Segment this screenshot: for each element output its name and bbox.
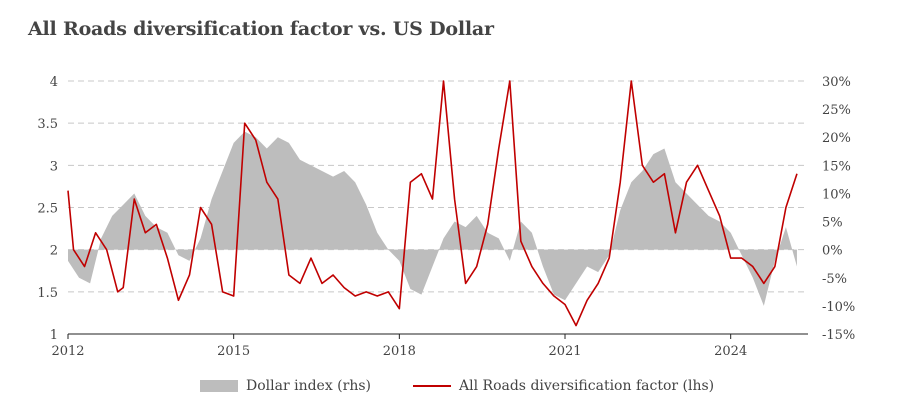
diversification-factor-line [67, 80, 798, 327]
y-left-tick-label: 1 [50, 328, 58, 343]
y-right-tick-label: 20% [822, 131, 851, 146]
x-tick-label: 2021 [548, 344, 581, 359]
y-left-tick-label: 4 [50, 75, 58, 90]
legend-label-dollar: Dollar index (rhs) [246, 378, 372, 394]
y-right-tick-label: 15% [822, 159, 851, 174]
y-right-tick-label: -15% [822, 328, 855, 343]
y-right-tick-label: 5% [822, 216, 843, 231]
legend-label-factor: All Roads diversification factor (lhs) [459, 378, 715, 394]
legend-item-dollar: Dollar index (rhs) [200, 378, 371, 394]
legend-swatch-factor [413, 385, 452, 387]
y-right-tick-label: 0% [822, 244, 843, 259]
y-right-tick-label: 10% [822, 187, 851, 202]
y-left-tick-label: 2.5 [37, 202, 58, 217]
chart-title: All Roads diversification factor vs. US … [28, 18, 494, 40]
x-tick-label: 2015 [217, 344, 250, 359]
y-left-tick-label: 1.5 [37, 286, 58, 301]
y-left-tick-label: 3 [50, 159, 58, 174]
legend-swatch-dollar [200, 380, 238, 392]
y-right-tick-label: -5% [822, 272, 847, 287]
y-left-tick-label: 2 [50, 244, 58, 259]
legend-item-factor: All Roads diversification factor (lhs) [413, 378, 714, 394]
x-tick-label: 2012 [51, 344, 84, 359]
dollar-index-area [68, 131, 797, 306]
legend: Dollar index (rhs) All Roads diversifica… [200, 378, 756, 394]
x-tick-label: 2018 [383, 344, 416, 359]
y-left-tick-label: 3.5 [37, 117, 58, 132]
y-right-tick-label: 30% [822, 75, 851, 90]
y-right-tick-label: 25% [822, 103, 851, 118]
x-tick-label: 2024 [714, 344, 747, 359]
y-right-tick-label: -10% [822, 300, 855, 315]
